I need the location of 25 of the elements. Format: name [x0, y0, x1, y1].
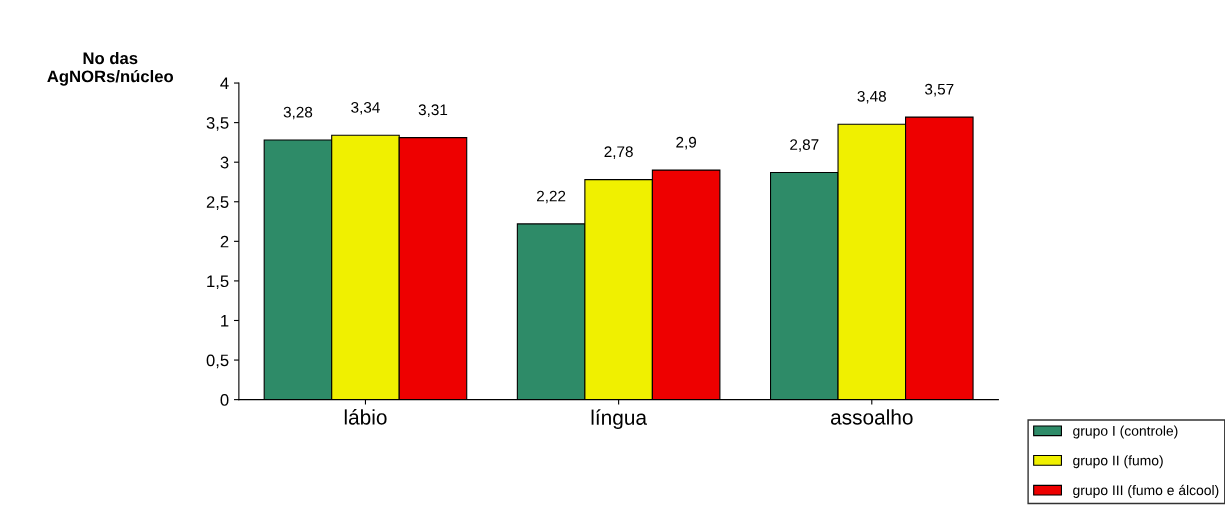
data-label: 2,22 — [537, 190, 566, 204]
y-tick-label: 2,5 — [206, 196, 229, 210]
y-tick-label: 2 — [220, 235, 229, 248]
legend-label: grupo I (controle) — [1073, 425, 1178, 439]
data-label: 3,57 — [925, 83, 954, 97]
data-label: 2,78 — [604, 146, 633, 159]
data-label: 3,31 — [418, 104, 448, 117]
y-tick-label: 1 — [221, 315, 229, 327]
y-tick-label: 4 — [220, 77, 229, 90]
legend-label: grupo III (fumo e álcool) — [1073, 484, 1219, 498]
x-tick-label: lábio — [344, 409, 387, 425]
x-tick-label: língua — [591, 409, 648, 430]
data-label: 3,48 — [857, 90, 886, 104]
x-tick-label: assoalho — [830, 409, 913, 425]
y-tick-label: 3 — [220, 156, 229, 169]
legend-label: grupo II (fumo) — [1073, 455, 1163, 469]
data-label: 3,28 — [283, 106, 313, 120]
y-axis-title: No das AgNORs/núcleo — [47, 51, 174, 86]
y-tick-label: 0,5 — [206, 354, 229, 369]
data-label: 3,34 — [351, 101, 380, 115]
data-label: 2,9 — [676, 136, 697, 150]
data-label: 2,87 — [790, 139, 819, 152]
y-tick-label: 0 — [220, 394, 229, 406]
y-tick-label: 1,5 — [207, 275, 229, 290]
y-tick-label: 3,5 — [206, 117, 229, 131]
